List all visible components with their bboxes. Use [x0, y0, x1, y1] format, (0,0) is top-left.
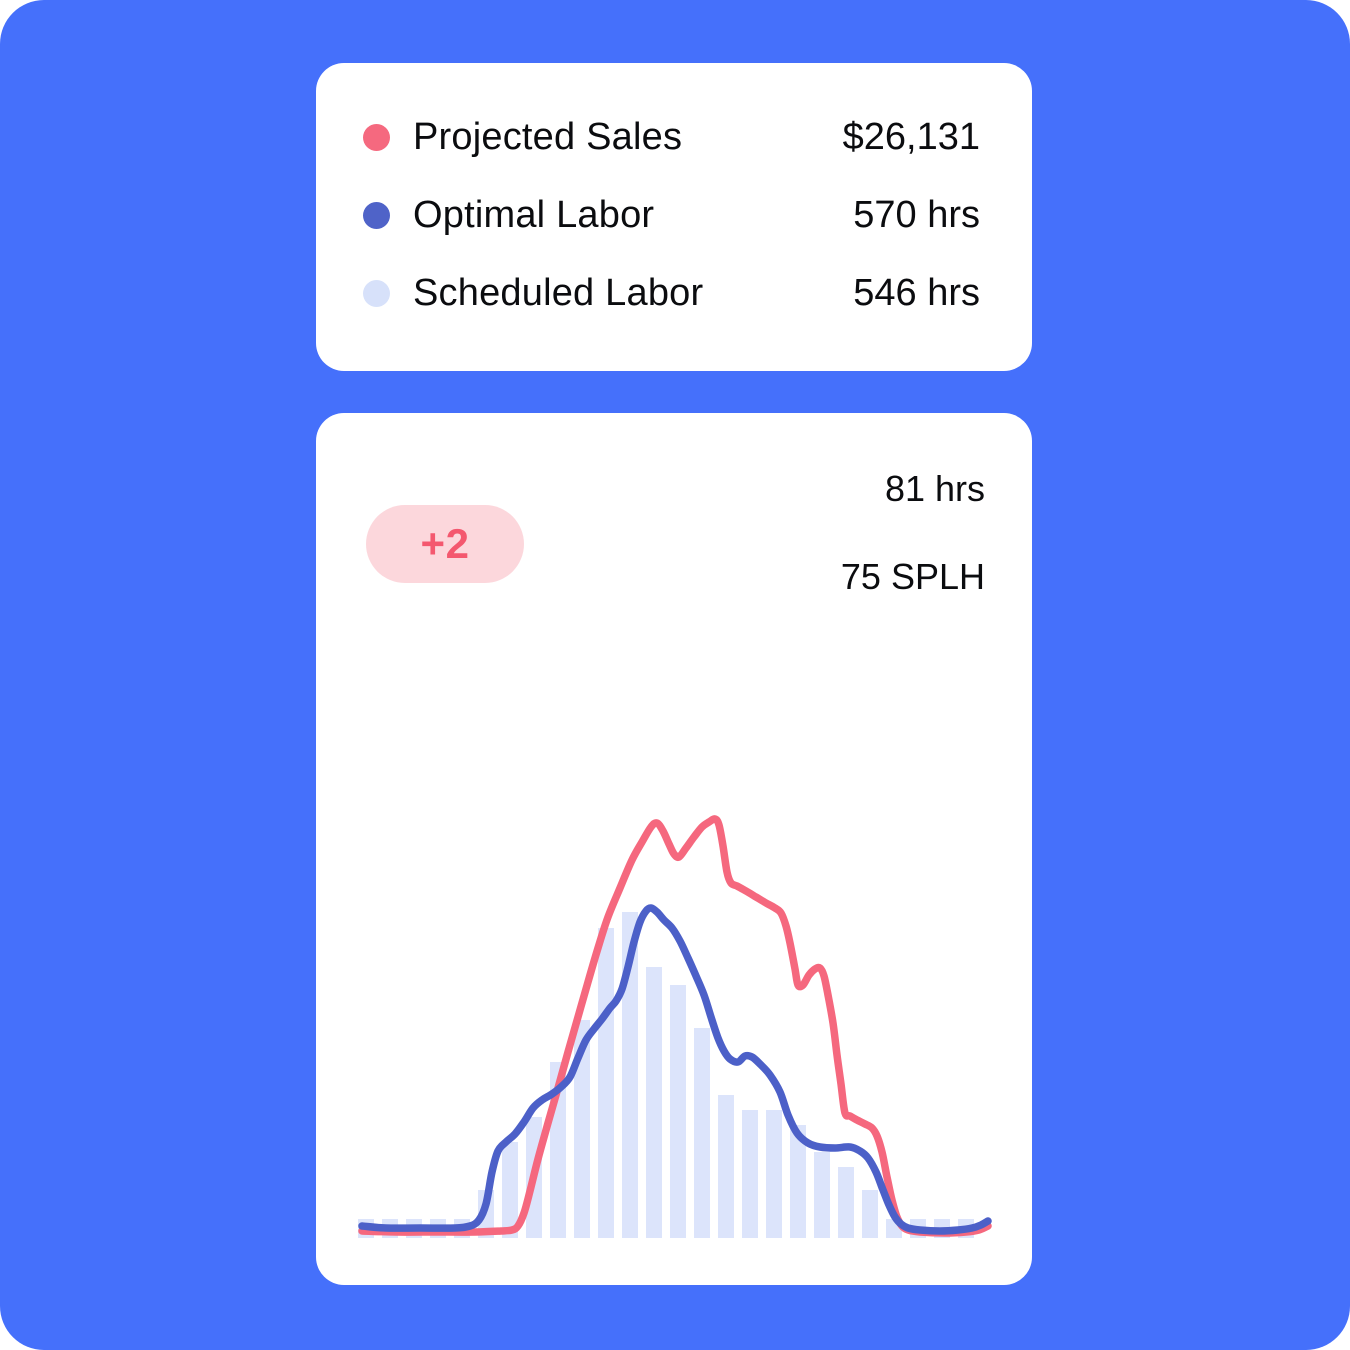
- labor-chart: [358, 815, 992, 1238]
- legend-value: $26,131: [842, 116, 980, 158]
- bar-17: [766, 1110, 782, 1238]
- overtime-badge-label: +2: [420, 520, 470, 567]
- legend-row-optimal-labor: Optimal Labor 570 hrs: [316, 194, 1032, 237]
- scheduled-hours-stat: 81 hrs: [884, 468, 985, 509]
- legend-label: Scheduled Labor: [413, 272, 704, 314]
- bar-18: [790, 1125, 806, 1238]
- legend-row-scheduled-labor: Scheduled Labor 546 hrs: [316, 272, 1032, 315]
- legend-row-projected-sales: Projected Sales $26,131: [316, 116, 1032, 159]
- summary-legend-card: Projected Sales $26,131 Optimal Labor 57…: [316, 63, 1032, 371]
- legend-rows: Projected Sales $26,131 Optimal Labor 57…: [316, 116, 1032, 350]
- bar-12: [646, 967, 662, 1238]
- legend-value: 570 hrs: [853, 194, 980, 236]
- bar-20: [838, 1167, 854, 1238]
- bar-9: [574, 1020, 590, 1238]
- bar-21: [862, 1190, 878, 1238]
- bar-11: [622, 912, 638, 1238]
- line-series-optimal-labor: [358, 904, 992, 1235]
- overtime-badge[interactable]: +2: [366, 505, 524, 583]
- bar-16: [742, 1110, 758, 1238]
- bar-14: [694, 1028, 710, 1238]
- splh-stat: 75 SPLH: [840, 556, 985, 597]
- line-series-projected-sales: [358, 815, 992, 1237]
- projected-sales-dot-icon: [363, 124, 390, 151]
- bar-15: [718, 1095, 734, 1238]
- bar-6: [502, 1142, 518, 1238]
- bar-10: [598, 928, 614, 1238]
- optimal-labor-dot-icon: [363, 202, 390, 229]
- legend-label: Projected Sales: [413, 116, 683, 158]
- legend-label: Optimal Labor: [413, 194, 655, 236]
- labor-chart-card: +2 81 hrs 75 SPLH: [316, 413, 1032, 1285]
- bar-19: [814, 1152, 830, 1238]
- bar-13: [670, 985, 686, 1238]
- legend-value: 546 hrs: [853, 272, 980, 314]
- scheduled-labor-dot-icon: [363, 280, 390, 307]
